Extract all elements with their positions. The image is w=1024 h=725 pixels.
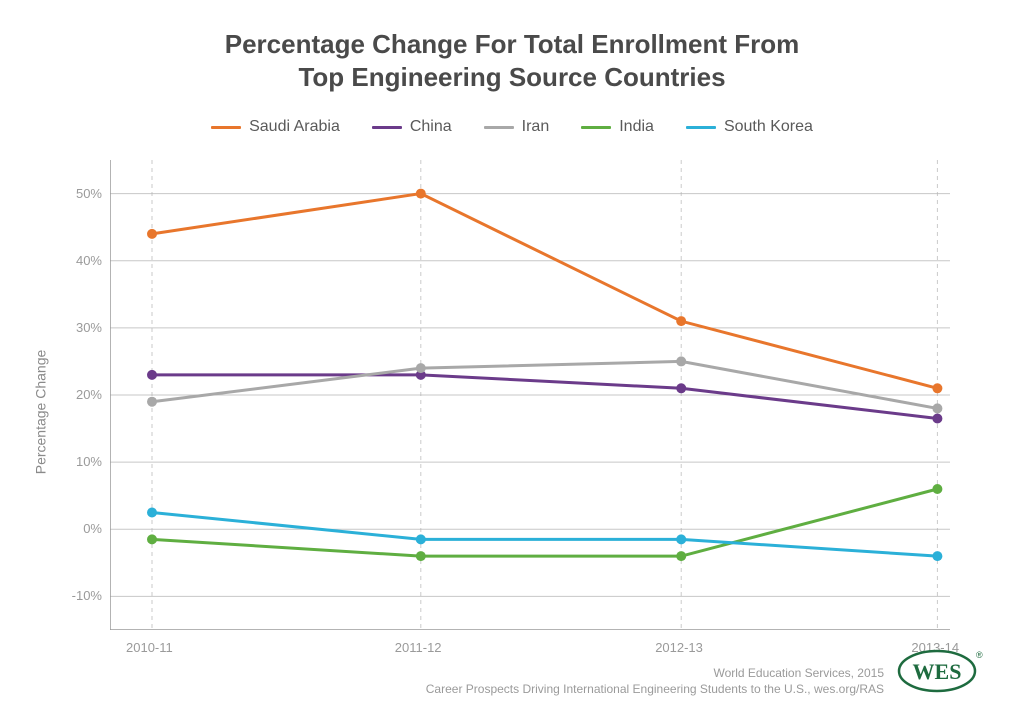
- legend-swatch: [484, 126, 514, 129]
- data-point: [416, 534, 426, 544]
- legend-label: China: [410, 118, 452, 136]
- y-tick-label: 40%: [76, 253, 102, 268]
- data-point: [416, 551, 426, 561]
- title-line2: Top Engineering Source Countries: [0, 61, 1024, 94]
- series-line: [152, 194, 937, 389]
- series-line: [152, 361, 937, 408]
- data-point: [416, 189, 426, 199]
- legend-swatch: [211, 126, 241, 129]
- data-point: [932, 383, 942, 393]
- data-point: [676, 383, 686, 393]
- data-point: [676, 551, 686, 561]
- data-point: [147, 508, 157, 518]
- legend-item: South Korea: [686, 118, 813, 136]
- svg-text:WES: WES: [913, 659, 962, 684]
- legend-label: Iran: [522, 118, 550, 136]
- legend-label: South Korea: [724, 118, 813, 136]
- data-point: [147, 397, 157, 407]
- series-line: [152, 489, 937, 556]
- x-tick-label: 2011-12: [395, 640, 442, 655]
- legend-swatch: [581, 126, 611, 129]
- series-line: [152, 375, 937, 419]
- y-tick-label: 50%: [76, 186, 102, 201]
- legend-swatch: [686, 126, 716, 129]
- legend: Saudi Arabia China Iran India South Korea: [0, 118, 1024, 136]
- data-point: [676, 316, 686, 326]
- chart-container: Percentage Change For Total Enrollment F…: [0, 0, 1024, 725]
- y-tick-label: 0%: [83, 521, 102, 536]
- legend-label: Saudi Arabia: [249, 118, 340, 136]
- source-line1: World Education Services, 2015: [426, 665, 884, 681]
- y-tick-label: 10%: [76, 454, 102, 469]
- data-point: [676, 356, 686, 366]
- y-tick-label: 20%: [76, 387, 102, 402]
- wes-logo: WES ®: [894, 646, 986, 701]
- data-point: [676, 534, 686, 544]
- y-tick-label: 30%: [76, 320, 102, 335]
- data-point: [147, 534, 157, 544]
- legend-item: China: [372, 118, 452, 136]
- y-tick-label: -10%: [72, 588, 102, 603]
- source-citation: World Education Services, 2015 Career Pr…: [426, 665, 884, 697]
- plot-area: [110, 160, 950, 630]
- data-point: [932, 551, 942, 561]
- data-point: [147, 370, 157, 380]
- y-axis-label: Percentage Change: [32, 350, 48, 475]
- data-point: [932, 414, 942, 424]
- x-tick-label: 2010-11: [126, 640, 173, 655]
- chart-title: Percentage Change For Total Enrollment F…: [0, 28, 1024, 93]
- data-point: [416, 363, 426, 373]
- x-tick-label: 2012-13: [655, 640, 703, 655]
- legend-item: India: [581, 118, 654, 136]
- data-point: [932, 403, 942, 413]
- title-line1: Percentage Change For Total Enrollment F…: [0, 28, 1024, 61]
- data-point: [147, 229, 157, 239]
- legend-item: Iran: [484, 118, 550, 136]
- data-point: [932, 484, 942, 494]
- legend-swatch: [372, 126, 402, 129]
- source-line2: Career Prospects Driving International E…: [426, 681, 884, 697]
- legend-item: Saudi Arabia: [211, 118, 340, 136]
- legend-label: India: [619, 118, 654, 136]
- svg-text:®: ®: [976, 650, 983, 660]
